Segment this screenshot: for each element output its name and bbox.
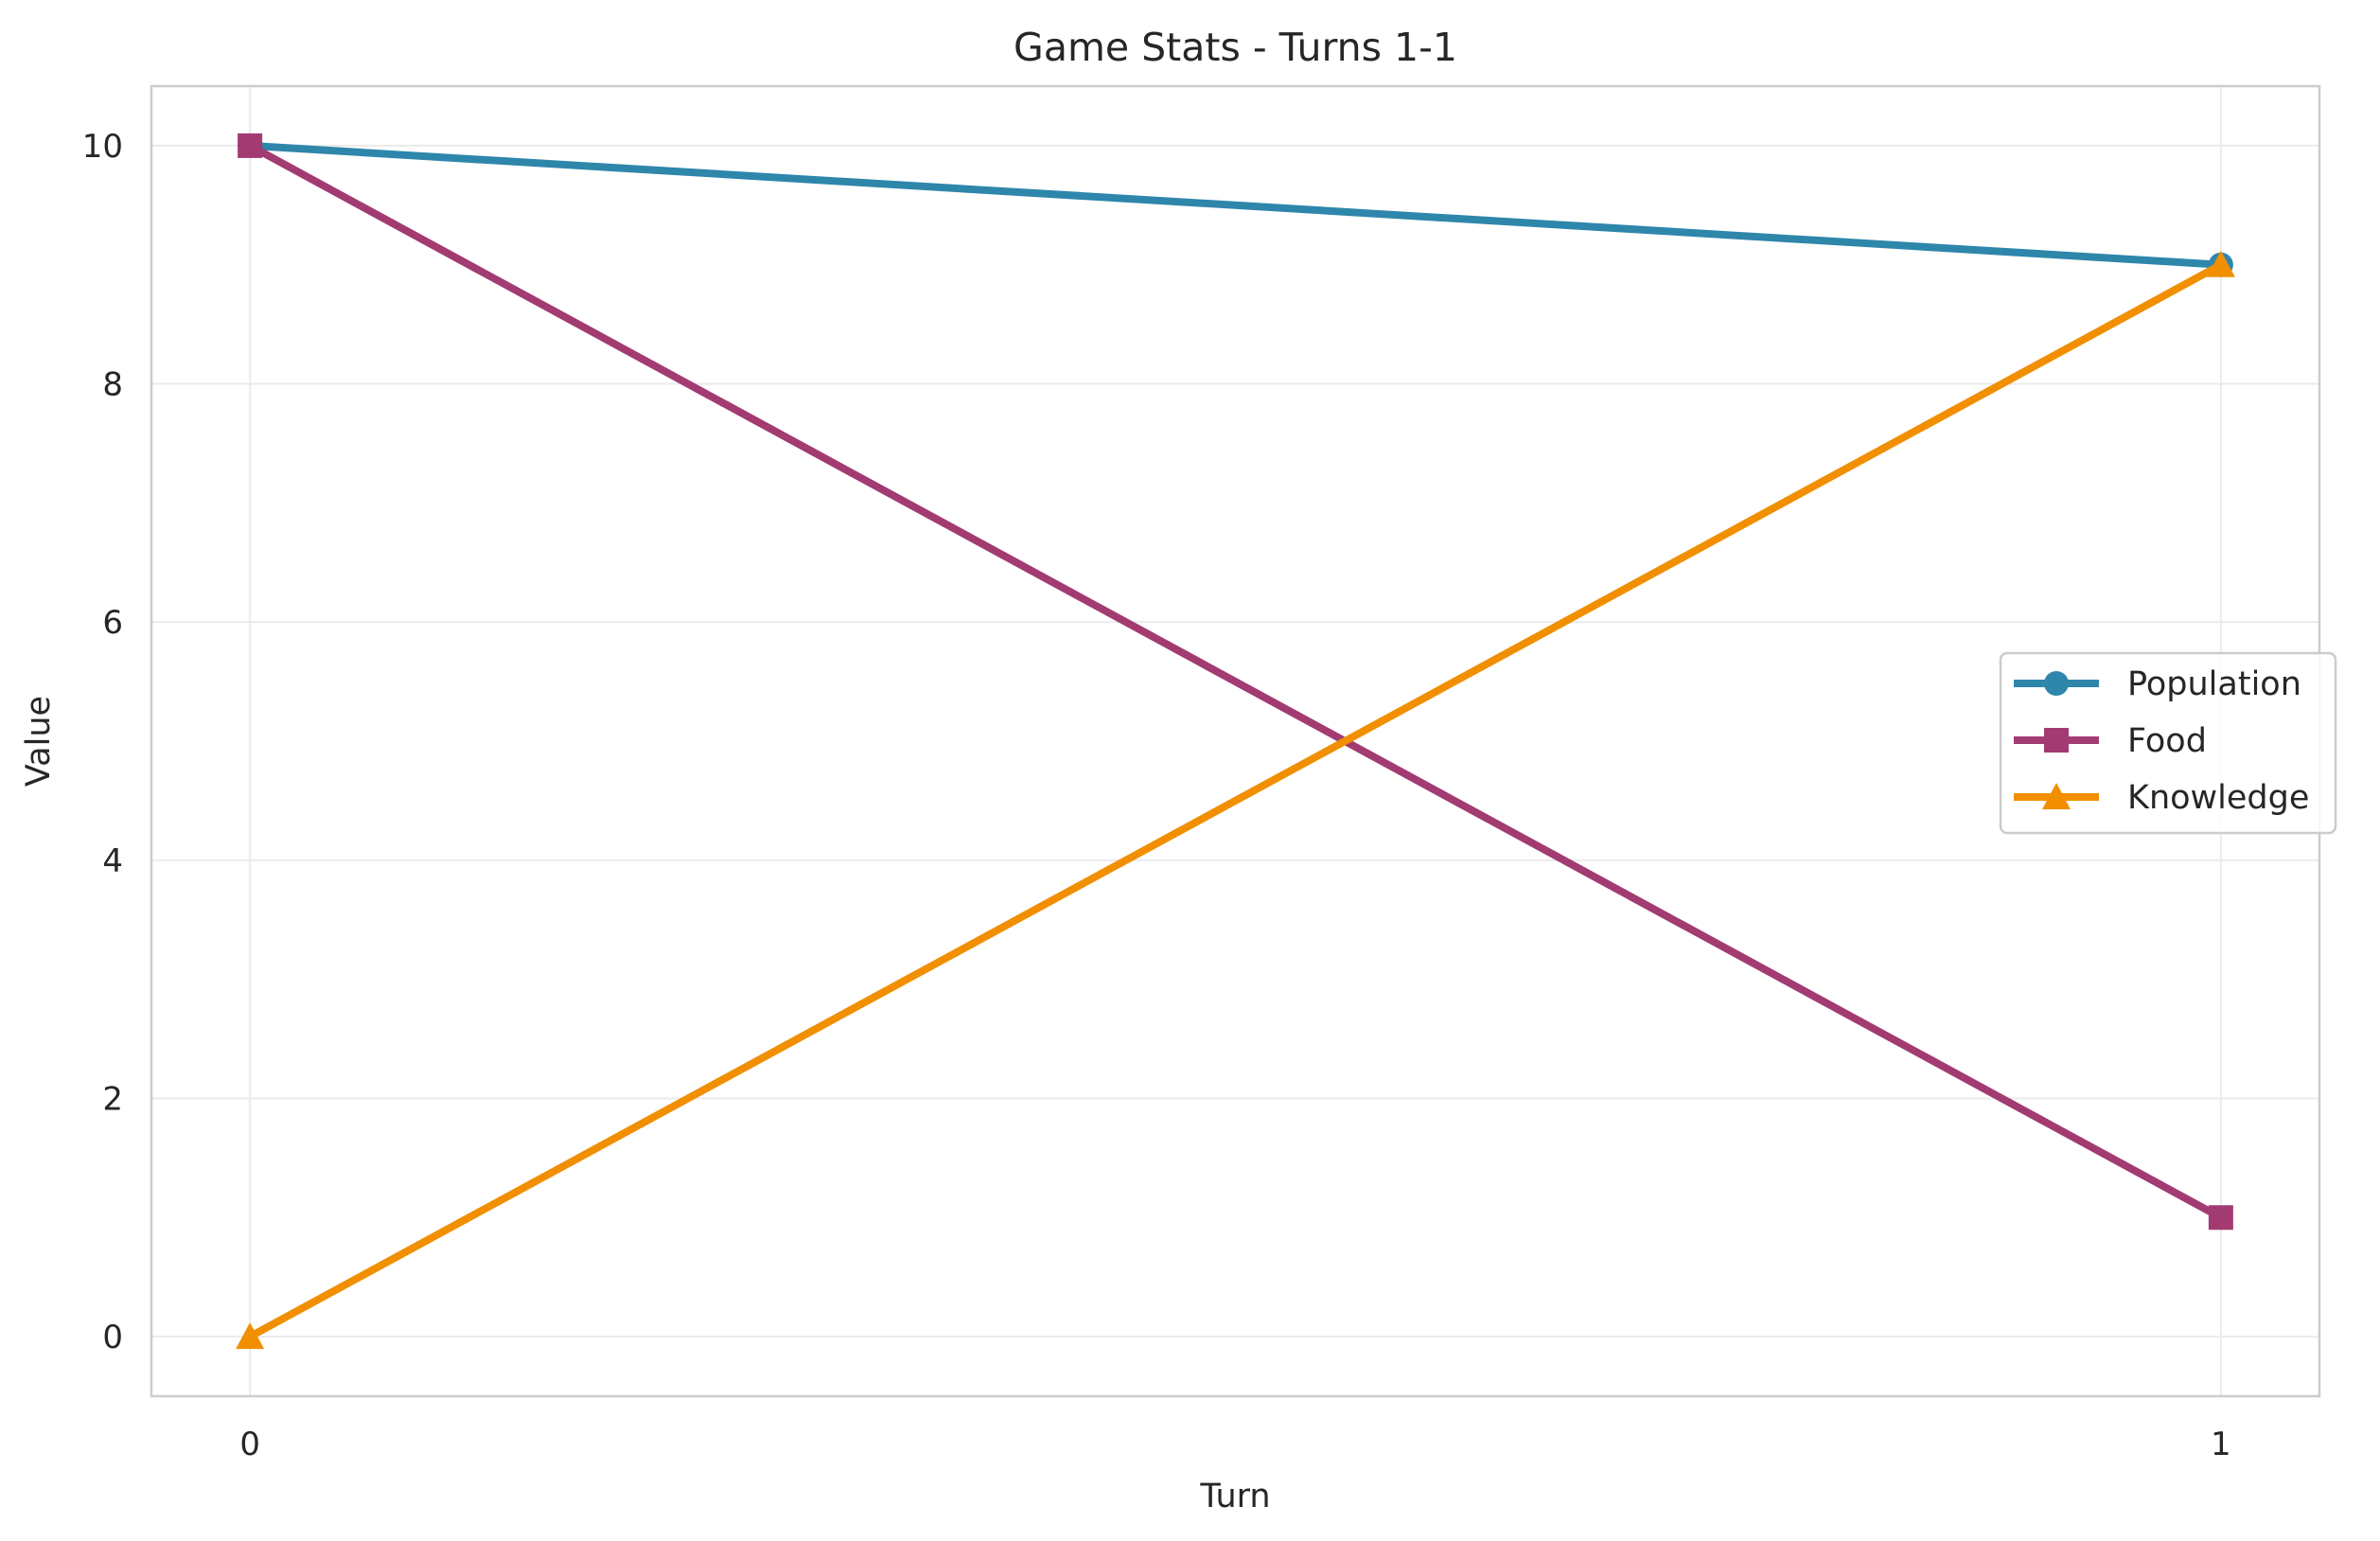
data-point-knowledge [236, 1322, 265, 1350]
data-point-food [2208, 1205, 2233, 1231]
legend-marker-population [2044, 671, 2069, 696]
legend-item-knowledge: Knowledge [2014, 779, 2309, 817]
y-tick-label: 4 [102, 842, 123, 880]
y-tick-label: 10 [82, 128, 123, 166]
series-line-knowledge [248, 261, 2223, 1340]
x-tick-label: 1 [2211, 1426, 2231, 1463]
data-point-food [238, 133, 263, 158]
x-axis-label: Turn [1199, 1478, 1270, 1515]
tick-labels: 0 2 4 6 8 10 0 1 [82, 128, 2231, 1463]
series-line-food [248, 142, 2223, 1221]
legend-label-food: Food [2127, 722, 2207, 760]
legend-item-food: Food [2014, 722, 2207, 760]
legend-marker-knowledge [2042, 783, 2071, 809]
grid [151, 86, 2319, 1396]
series-line-population [249, 141, 2222, 269]
series-knowledge [236, 250, 2235, 1350]
legend-marker-food [2044, 728, 2069, 753]
chart-title: Game Stats - Turns 1-1 [1014, 25, 1457, 70]
legend-frame [1999, 651, 2337, 835]
series-food [238, 133, 2233, 1231]
y-tick-label: 0 [102, 1319, 123, 1356]
legend-label-knowledge: Knowledge [2127, 779, 2309, 817]
x-tick-label: 0 [239, 1426, 260, 1463]
legend-label-population: Population [2127, 665, 2301, 703]
y-axis-label: Value [20, 696, 58, 787]
legend: Population Food Knowledge [1999, 651, 2337, 835]
legend-item-population: Population [2014, 665, 2301, 703]
y-tick-label: 2 [102, 1080, 123, 1118]
series-layer [236, 133, 2235, 1350]
data-point-knowledge [2206, 250, 2235, 277]
y-tick-label: 6 [102, 604, 123, 642]
y-tick-label: 8 [102, 366, 123, 404]
